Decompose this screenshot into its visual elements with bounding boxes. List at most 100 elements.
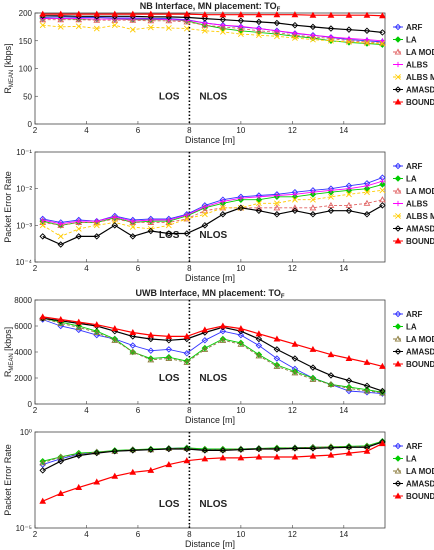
marker	[75, 218, 83, 225]
legend-marker	[394, 175, 402, 182]
marker	[58, 221, 64, 227]
marker	[129, 16, 137, 23]
marker	[255, 445, 263, 453]
marker	[255, 342, 263, 349]
marker	[93, 449, 101, 457]
marker	[201, 455, 209, 462]
legend-marker	[394, 36, 402, 43]
legend-marker	[394, 348, 402, 355]
marker	[255, 330, 263, 337]
marker	[129, 233, 137, 240]
y-tick-label: 10⁻⁵	[16, 524, 32, 533]
y-label-text: R	[3, 370, 13, 377]
marker	[183, 25, 190, 32]
marker	[201, 207, 209, 214]
marker	[273, 445, 281, 453]
legend-marker	[394, 23, 402, 31]
marker	[379, 387, 386, 395]
y-label-unit: [kbps]	[3, 43, 13, 70]
marker	[255, 18, 263, 26]
marker	[273, 362, 281, 369]
marker	[39, 16, 47, 23]
legend-label: AMASD	[406, 348, 434, 357]
marker	[379, 181, 386, 188]
marker	[273, 33, 280, 40]
marker	[328, 193, 334, 200]
title-text: UWB Interface, MN placement: TO	[135, 288, 280, 298]
marker	[379, 178, 386, 184]
marker	[379, 196, 386, 203]
marker	[255, 352, 263, 359]
y-axis-label: Packet Error Rate	[3, 171, 13, 243]
x-tick-label: 10	[236, 406, 245, 415]
marker	[219, 447, 227, 454]
marker	[129, 328, 137, 336]
marker	[57, 453, 64, 461]
marker	[327, 25, 335, 32]
marker	[112, 214, 118, 220]
marker	[220, 22, 226, 28]
marker	[111, 472, 119, 479]
marker	[310, 36, 316, 43]
marker	[255, 196, 263, 203]
marker	[39, 459, 47, 466]
legend-label: LA	[406, 36, 417, 45]
marker	[345, 354, 353, 362]
marker	[130, 218, 136, 224]
marker	[237, 331, 245, 339]
marker	[165, 332, 173, 339]
marker	[309, 33, 317, 40]
marker	[129, 26, 136, 33]
marker	[363, 27, 371, 34]
marker	[255, 11, 263, 18]
marker	[345, 201, 353, 208]
legend-label: BOUND	[406, 237, 434, 246]
marker	[111, 22, 118, 29]
marker	[201, 27, 208, 34]
y-label-text: Packet Error Rate	[3, 444, 13, 516]
y-tick-label: 100	[19, 65, 33, 74]
legend-marker	[394, 492, 402, 499]
marker	[327, 207, 335, 214]
marker	[165, 17, 173, 24]
marker	[75, 225, 82, 232]
marker	[57, 315, 65, 323]
marker	[111, 16, 119, 23]
marker	[57, 233, 64, 240]
marker	[256, 194, 262, 200]
legend-marker	[394, 442, 402, 450]
marker	[93, 328, 101, 336]
marker	[57, 23, 64, 30]
x-tick-label: 12	[288, 264, 297, 273]
marker	[165, 25, 172, 31]
marker	[147, 17, 155, 24]
marker	[273, 346, 281, 353]
marker	[345, 26, 353, 33]
marker	[147, 24, 154, 31]
marker	[346, 35, 352, 42]
y-tick-label: 6000	[14, 322, 32, 331]
marker	[165, 230, 173, 237]
marker	[39, 22, 46, 29]
series-line	[42, 19, 383, 44]
y-label-text: R	[3, 87, 13, 94]
x-tick-label: 4	[84, 264, 89, 273]
marker	[237, 25, 245, 32]
marker	[75, 16, 83, 23]
x-tick-label: 10	[236, 264, 245, 273]
marker	[57, 458, 64, 465]
marker	[292, 35, 298, 41]
legend-marker	[394, 162, 402, 170]
marker	[129, 468, 137, 475]
marker	[345, 449, 353, 456]
marker	[273, 453, 281, 460]
series-line	[42, 441, 383, 464]
legend-marker	[394, 455, 402, 462]
marker	[328, 34, 334, 40]
marker	[237, 31, 244, 38]
marker	[147, 347, 155, 354]
y-axis-label: RMEAN [kbps]	[3, 327, 15, 377]
marker	[201, 345, 209, 352]
marker	[327, 444, 335, 452]
y-axis-label: RMEAN [kbps]	[3, 43, 15, 93]
